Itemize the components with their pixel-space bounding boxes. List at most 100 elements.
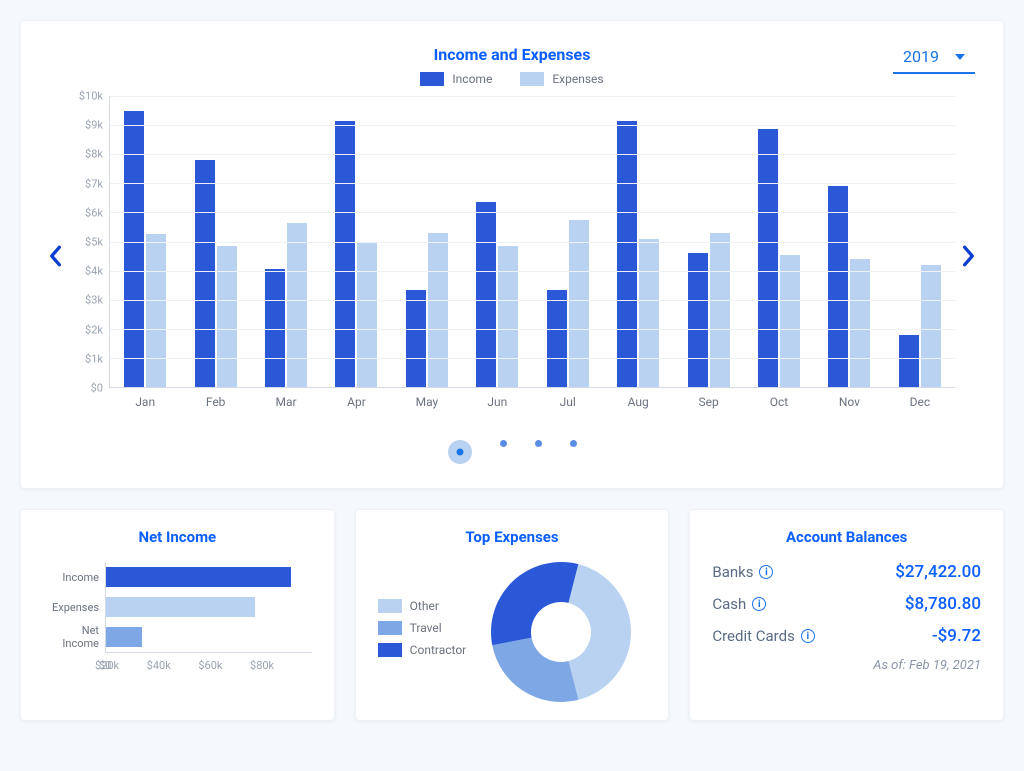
- donut-slice[interactable]: [569, 564, 632, 700]
- y-axis-label: $10k: [79, 90, 103, 103]
- income-bar[interactable]: [828, 186, 848, 387]
- y-axis-label: $1k: [85, 352, 103, 365]
- net-income-row: Expenses: [43, 592, 312, 622]
- x-axis-label: Aug: [628, 395, 649, 409]
- expenses-bar[interactable]: [146, 234, 166, 387]
- net-income-label: Net Income: [43, 624, 105, 650]
- chevron-left-icon: [48, 245, 62, 267]
- legend-swatch: [378, 599, 402, 613]
- prev-arrow[interactable]: [41, 242, 69, 270]
- net-income-bar[interactable]: [106, 627, 142, 647]
- carousel-dot[interactable]: [500, 440, 507, 447]
- top-expenses-card: Top Expenses Other Travel Contractor: [355, 509, 670, 721]
- income-bar[interactable]: [758, 129, 778, 387]
- income-bar[interactable]: [617, 121, 637, 387]
- x-axis-label: Nov: [839, 395, 860, 409]
- legend-swatch-expenses: [520, 72, 544, 86]
- x-axis-label: Apr: [347, 395, 366, 409]
- expenses-bar[interactable]: [780, 255, 800, 387]
- x-axis-label: May: [416, 395, 439, 409]
- x-axis-label: Mar: [276, 395, 297, 409]
- expenses-bar[interactable]: [217, 246, 237, 387]
- legend-label: Other: [410, 599, 439, 613]
- legend-swatch: [378, 643, 402, 657]
- x-axis-label: Dec: [910, 395, 931, 409]
- year-value: 2019: [903, 47, 939, 66]
- account-balances-card: Account Balances Banksi$27,422.00 Cashi $8…: [689, 509, 1004, 721]
- carousel-dot[interactable]: [448, 440, 472, 464]
- net-income-title: Net Income: [43, 528, 312, 546]
- donut-slice[interactable]: [491, 562, 578, 645]
- balance-row: Banksi$27,422.00: [712, 562, 981, 582]
- expenses-bar[interactable]: [357, 243, 377, 387]
- bar-chart: $0$1k$2k$3k$4k$5k$6k$7k$8k$9k$10k JanFeb…: [69, 96, 955, 416]
- carousel-dot[interactable]: [535, 440, 542, 447]
- legend-label-income: Income: [452, 72, 492, 86]
- expenses-bar[interactable]: [287, 223, 307, 387]
- income-bar[interactable]: [195, 160, 215, 387]
- y-axis-label: $9k: [85, 119, 103, 132]
- y-axis-label: $8k: [85, 148, 103, 161]
- net-income-bar[interactable]: [106, 597, 255, 617]
- net-income-label: Expenses: [43, 601, 105, 614]
- chart-title: Income and Expenses: [41, 45, 983, 64]
- net-income-bar[interactable]: [106, 567, 291, 587]
- income-bar[interactable]: [547, 290, 567, 387]
- info-icon[interactable]: i: [752, 597, 766, 611]
- donut-slice[interactable]: [493, 638, 579, 702]
- expenses-bar[interactable]: [569, 220, 589, 387]
- top-expenses-title: Top Expenses: [378, 528, 647, 546]
- y-axis-label: $7k: [85, 177, 103, 190]
- balance-value: $8,780.80: [905, 594, 981, 614]
- donut-chart: [491, 562, 631, 702]
- y-axis-label: $5k: [85, 236, 103, 249]
- info-icon[interactable]: i: [759, 565, 773, 579]
- top-expenses-legend: Other Travel Contractor: [378, 599, 467, 665]
- info-icon[interactable]: i: [801, 629, 815, 643]
- y-axis-label: $3k: [85, 294, 103, 307]
- y-axis-label: $4k: [85, 265, 103, 278]
- top-expenses-legend-item: Other: [378, 599, 467, 613]
- balance-label: Credit Cardsi: [712, 627, 814, 645]
- y-axis-label: $6k: [85, 206, 103, 219]
- carousel-dots: [41, 440, 983, 464]
- net-income-x-tick: $40k: [147, 659, 199, 672]
- balance-value: -$9.72: [932, 626, 981, 646]
- income-bar[interactable]: [406, 290, 426, 387]
- expenses-bar[interactable]: [850, 259, 870, 387]
- income-bar[interactable]: [899, 335, 919, 387]
- y-axis-label: $0: [91, 382, 103, 395]
- legend-label-expenses: Expenses: [552, 72, 603, 86]
- legend-swatch: [378, 621, 402, 635]
- x-axis-label: Jan: [135, 395, 155, 409]
- income-bar[interactable]: [688, 253, 708, 387]
- balance-label: Cashi: [712, 595, 766, 613]
- account-balances-title: Account Balances: [712, 528, 981, 546]
- balance-label: Banksi: [712, 563, 773, 581]
- expenses-bar[interactable]: [921, 265, 941, 387]
- net-income-x-tick: $80k: [250, 659, 302, 672]
- chevron-down-icon: [955, 54, 965, 60]
- x-axis-label: Feb: [206, 395, 226, 409]
- year-dropdown[interactable]: 2019: [893, 43, 975, 74]
- expenses-bar[interactable]: [710, 233, 730, 387]
- net-income-card: Net Income IncomeExpensesNet Income $0$2…: [20, 509, 335, 721]
- legend-label: Contractor: [410, 643, 467, 657]
- carousel-dot[interactable]: [570, 440, 577, 447]
- x-axis-label: Oct: [770, 395, 788, 409]
- expenses-bar[interactable]: [498, 246, 518, 387]
- expenses-bar[interactable]: [639, 239, 659, 387]
- net-income-x-tick: $20k: [95, 659, 147, 672]
- legend-label: Travel: [410, 621, 442, 635]
- x-axis-label: Sep: [698, 395, 718, 409]
- income-bar[interactable]: [335, 121, 355, 387]
- net-income-label: Income: [43, 571, 105, 584]
- income-bar[interactable]: [476, 202, 496, 387]
- x-axis-label: Jun: [487, 395, 507, 409]
- expenses-bar[interactable]: [428, 233, 448, 387]
- top-expenses-legend-item: Contractor: [378, 643, 467, 657]
- next-arrow[interactable]: [955, 242, 983, 270]
- chart-legend: Income Expenses: [41, 72, 983, 86]
- income-bar[interactable]: [124, 111, 144, 387]
- legend-swatch-income: [420, 72, 444, 86]
